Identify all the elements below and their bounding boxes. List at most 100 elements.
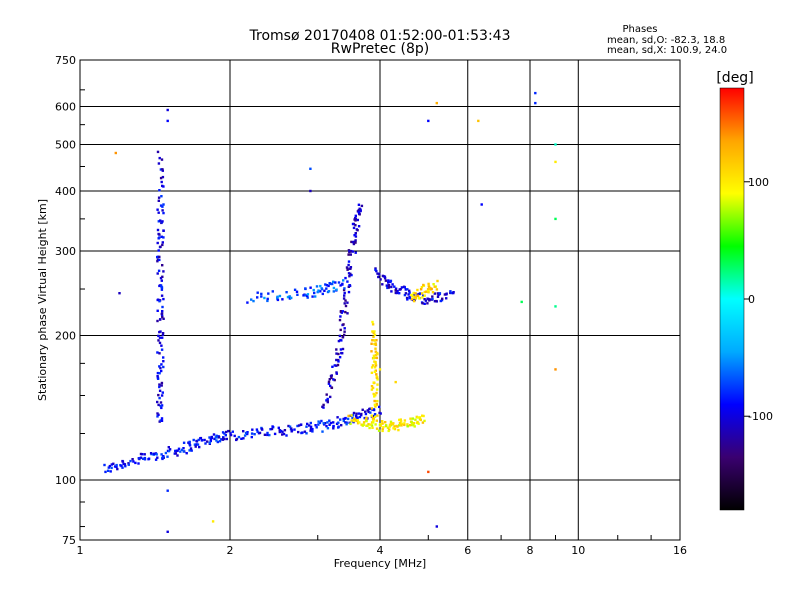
trace-point <box>384 424 388 427</box>
colorbar-tick-label: -100 <box>748 410 773 423</box>
trace-point <box>373 413 377 416</box>
trace-point <box>374 342 377 345</box>
trace-point <box>218 440 222 443</box>
trace-point <box>328 419 331 422</box>
trace-point <box>352 242 356 246</box>
trace-point <box>337 360 340 363</box>
trace-point <box>156 400 159 404</box>
trace-point <box>158 396 161 400</box>
trace-point <box>329 421 333 425</box>
trace-point <box>354 214 357 217</box>
trace-point <box>321 405 324 408</box>
trace-point <box>156 241 159 245</box>
trace-point <box>306 296 309 299</box>
trace-point <box>159 419 162 422</box>
trace-point <box>421 421 425 424</box>
trace-point <box>360 423 363 426</box>
trace-point <box>373 403 377 406</box>
trace-point <box>120 464 123 468</box>
trace-point <box>332 290 335 293</box>
trace-point <box>162 456 165 459</box>
trace-point <box>233 434 236 438</box>
trace-point <box>115 463 118 467</box>
trace-point <box>390 424 393 427</box>
trace-point <box>422 414 425 418</box>
trace-point <box>332 286 336 290</box>
trace-point <box>390 290 393 293</box>
trace-point <box>394 289 397 292</box>
trace-point <box>372 331 375 335</box>
trace-point <box>381 422 384 425</box>
y-axis-ticks: 75 100 200 300 400 500 600 750 <box>55 54 85 547</box>
x-axis-label: Frequency [MHz] <box>334 557 426 570</box>
trace-point <box>158 365 161 368</box>
trace-point <box>115 465 118 469</box>
trace-point <box>160 279 163 282</box>
trace-point <box>422 294 425 297</box>
trace-point <box>337 421 340 424</box>
trace-point <box>315 285 319 288</box>
trace-point <box>288 297 292 300</box>
trace-point <box>394 287 398 290</box>
trace-point <box>359 209 362 213</box>
trace-point <box>348 275 351 278</box>
trace-point <box>159 366 162 370</box>
trace-point <box>369 411 372 414</box>
trace-point <box>423 302 426 305</box>
trace-point <box>156 375 159 378</box>
y-tick-label: 600 <box>55 101 76 114</box>
trace-point <box>445 297 448 300</box>
trace-point <box>161 243 164 247</box>
trace-point <box>350 240 353 244</box>
trace-point <box>223 437 226 441</box>
trace-point <box>305 294 309 298</box>
trace-point <box>388 423 392 426</box>
trace-point <box>407 293 410 296</box>
trace-point <box>276 298 280 302</box>
trace-point <box>390 285 393 289</box>
trace-point <box>260 295 263 298</box>
trace-point <box>337 358 340 362</box>
trace-point <box>301 431 304 434</box>
trace-point <box>426 289 430 293</box>
trace-point <box>331 365 334 368</box>
trace-point <box>160 453 163 456</box>
trace-point <box>332 424 335 428</box>
trace-point <box>370 371 374 374</box>
trace-point <box>317 289 320 292</box>
trace-point <box>399 420 403 423</box>
trace-point <box>342 323 345 326</box>
trace-point <box>134 461 137 465</box>
trace-point <box>346 301 349 304</box>
trace-point <box>227 429 230 433</box>
trace-point <box>188 440 191 444</box>
trace-point <box>347 263 350 267</box>
trace-point <box>357 210 361 214</box>
trace-point <box>449 290 452 293</box>
scatter-point <box>211 520 215 523</box>
trace-point <box>285 434 288 437</box>
trace-point <box>290 427 293 430</box>
trace-point <box>416 420 419 424</box>
trace-point <box>378 273 381 276</box>
trace-point <box>353 218 356 221</box>
trace-point <box>373 339 377 342</box>
trace-point <box>323 289 326 292</box>
trace-point <box>387 284 391 287</box>
trace-point <box>398 421 402 425</box>
trace-point <box>351 250 354 253</box>
trace-point <box>159 401 163 404</box>
trace-point <box>122 462 125 466</box>
trace-point <box>338 356 342 359</box>
trace-point <box>156 415 159 418</box>
trace-point <box>344 310 347 314</box>
trace-point <box>335 422 339 425</box>
trace-point <box>160 419 164 422</box>
trace-point <box>392 427 395 430</box>
trace-point <box>358 415 362 419</box>
trace-point <box>335 364 338 367</box>
trace-point <box>403 419 407 422</box>
trace-point <box>162 297 165 301</box>
trace-point <box>320 287 323 290</box>
colorbar-label: [deg] <box>716 70 753 86</box>
